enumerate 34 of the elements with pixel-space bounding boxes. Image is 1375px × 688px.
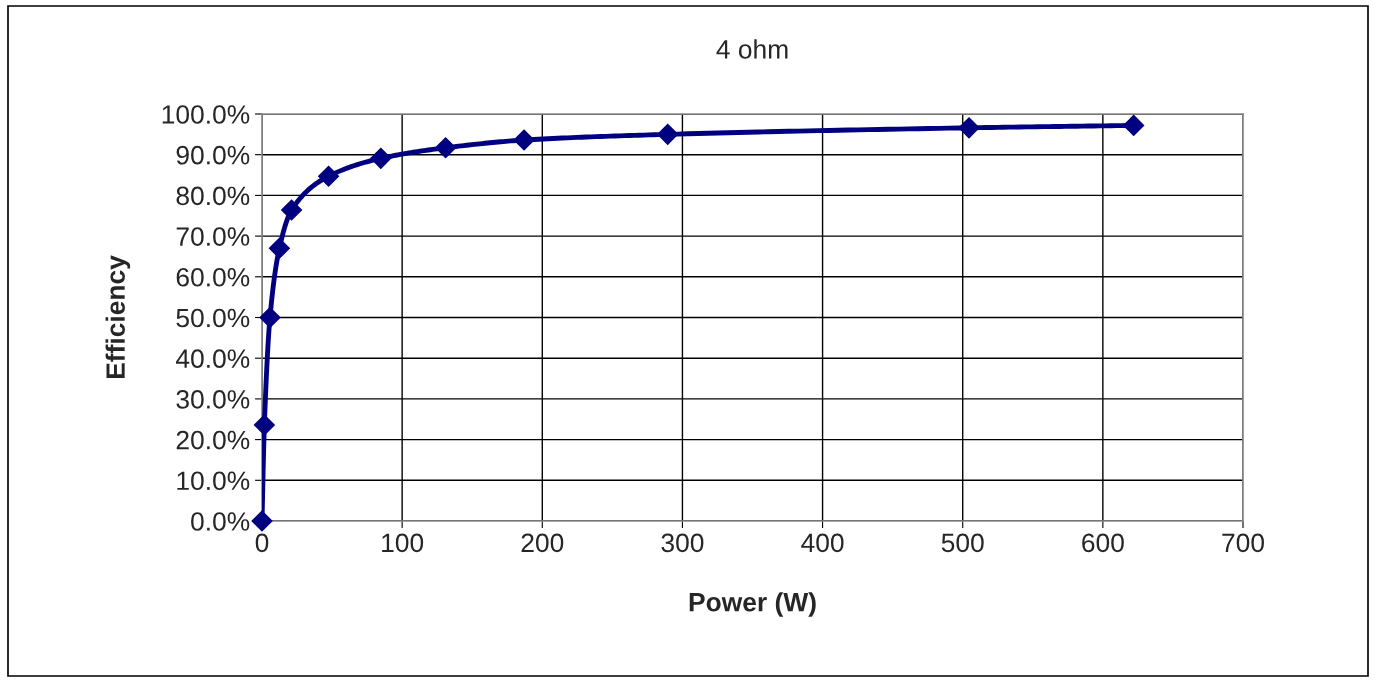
- x-tick-label: 300: [661, 533, 704, 553]
- point: [435, 137, 457, 159]
- point: [281, 199, 303, 221]
- y-tick-label: 70.0%: [176, 227, 250, 246]
- point: [1123, 114, 1145, 136]
- point: [318, 165, 340, 187]
- x-tick-label: 0: [255, 533, 269, 553]
- x-tick-label: 100: [382, 533, 424, 553]
- y-tick-label: 80.0%: [176, 186, 250, 206]
- y-tick-label: 100.0%: [162, 105, 250, 124]
- y-tick-label: 20.0%: [176, 430, 250, 450]
- x-axis-title: Power (W): [689, 592, 816, 617]
- y-tick-label: 30.0%: [176, 390, 250, 409]
- y-tick-label: 50.0%: [176, 308, 250, 328]
- y-tick-label: 10.0%: [177, 471, 250, 491]
- point: [370, 147, 392, 169]
- point: [259, 306, 281, 329]
- y-tick-label: 0.0%: [191, 512, 250, 531]
- x-tick-label: 200: [521, 533, 564, 553]
- chart-title: 4 ohm: [716, 39, 788, 59]
- point: [513, 129, 535, 151]
- x-tick-label: 600: [1082, 533, 1124, 553]
- y-tick-label: 60.0%: [176, 267, 250, 287]
- point: [657, 123, 679, 145]
- point: [958, 117, 980, 139]
- x-tick-label: 500: [941, 533, 984, 553]
- x-tick-label: 400: [801, 533, 844, 553]
- y-tick-label: 40.0%: [175, 349, 250, 369]
- x-tick-label: 700: [1222, 533, 1264, 553]
- point: [253, 414, 275, 436]
- point: [268, 237, 290, 259]
- y-tick-label: 90.0%: [176, 145, 250, 165]
- point: [251, 510, 273, 532]
- y-axis-title: Efficiency: [105, 255, 131, 379]
